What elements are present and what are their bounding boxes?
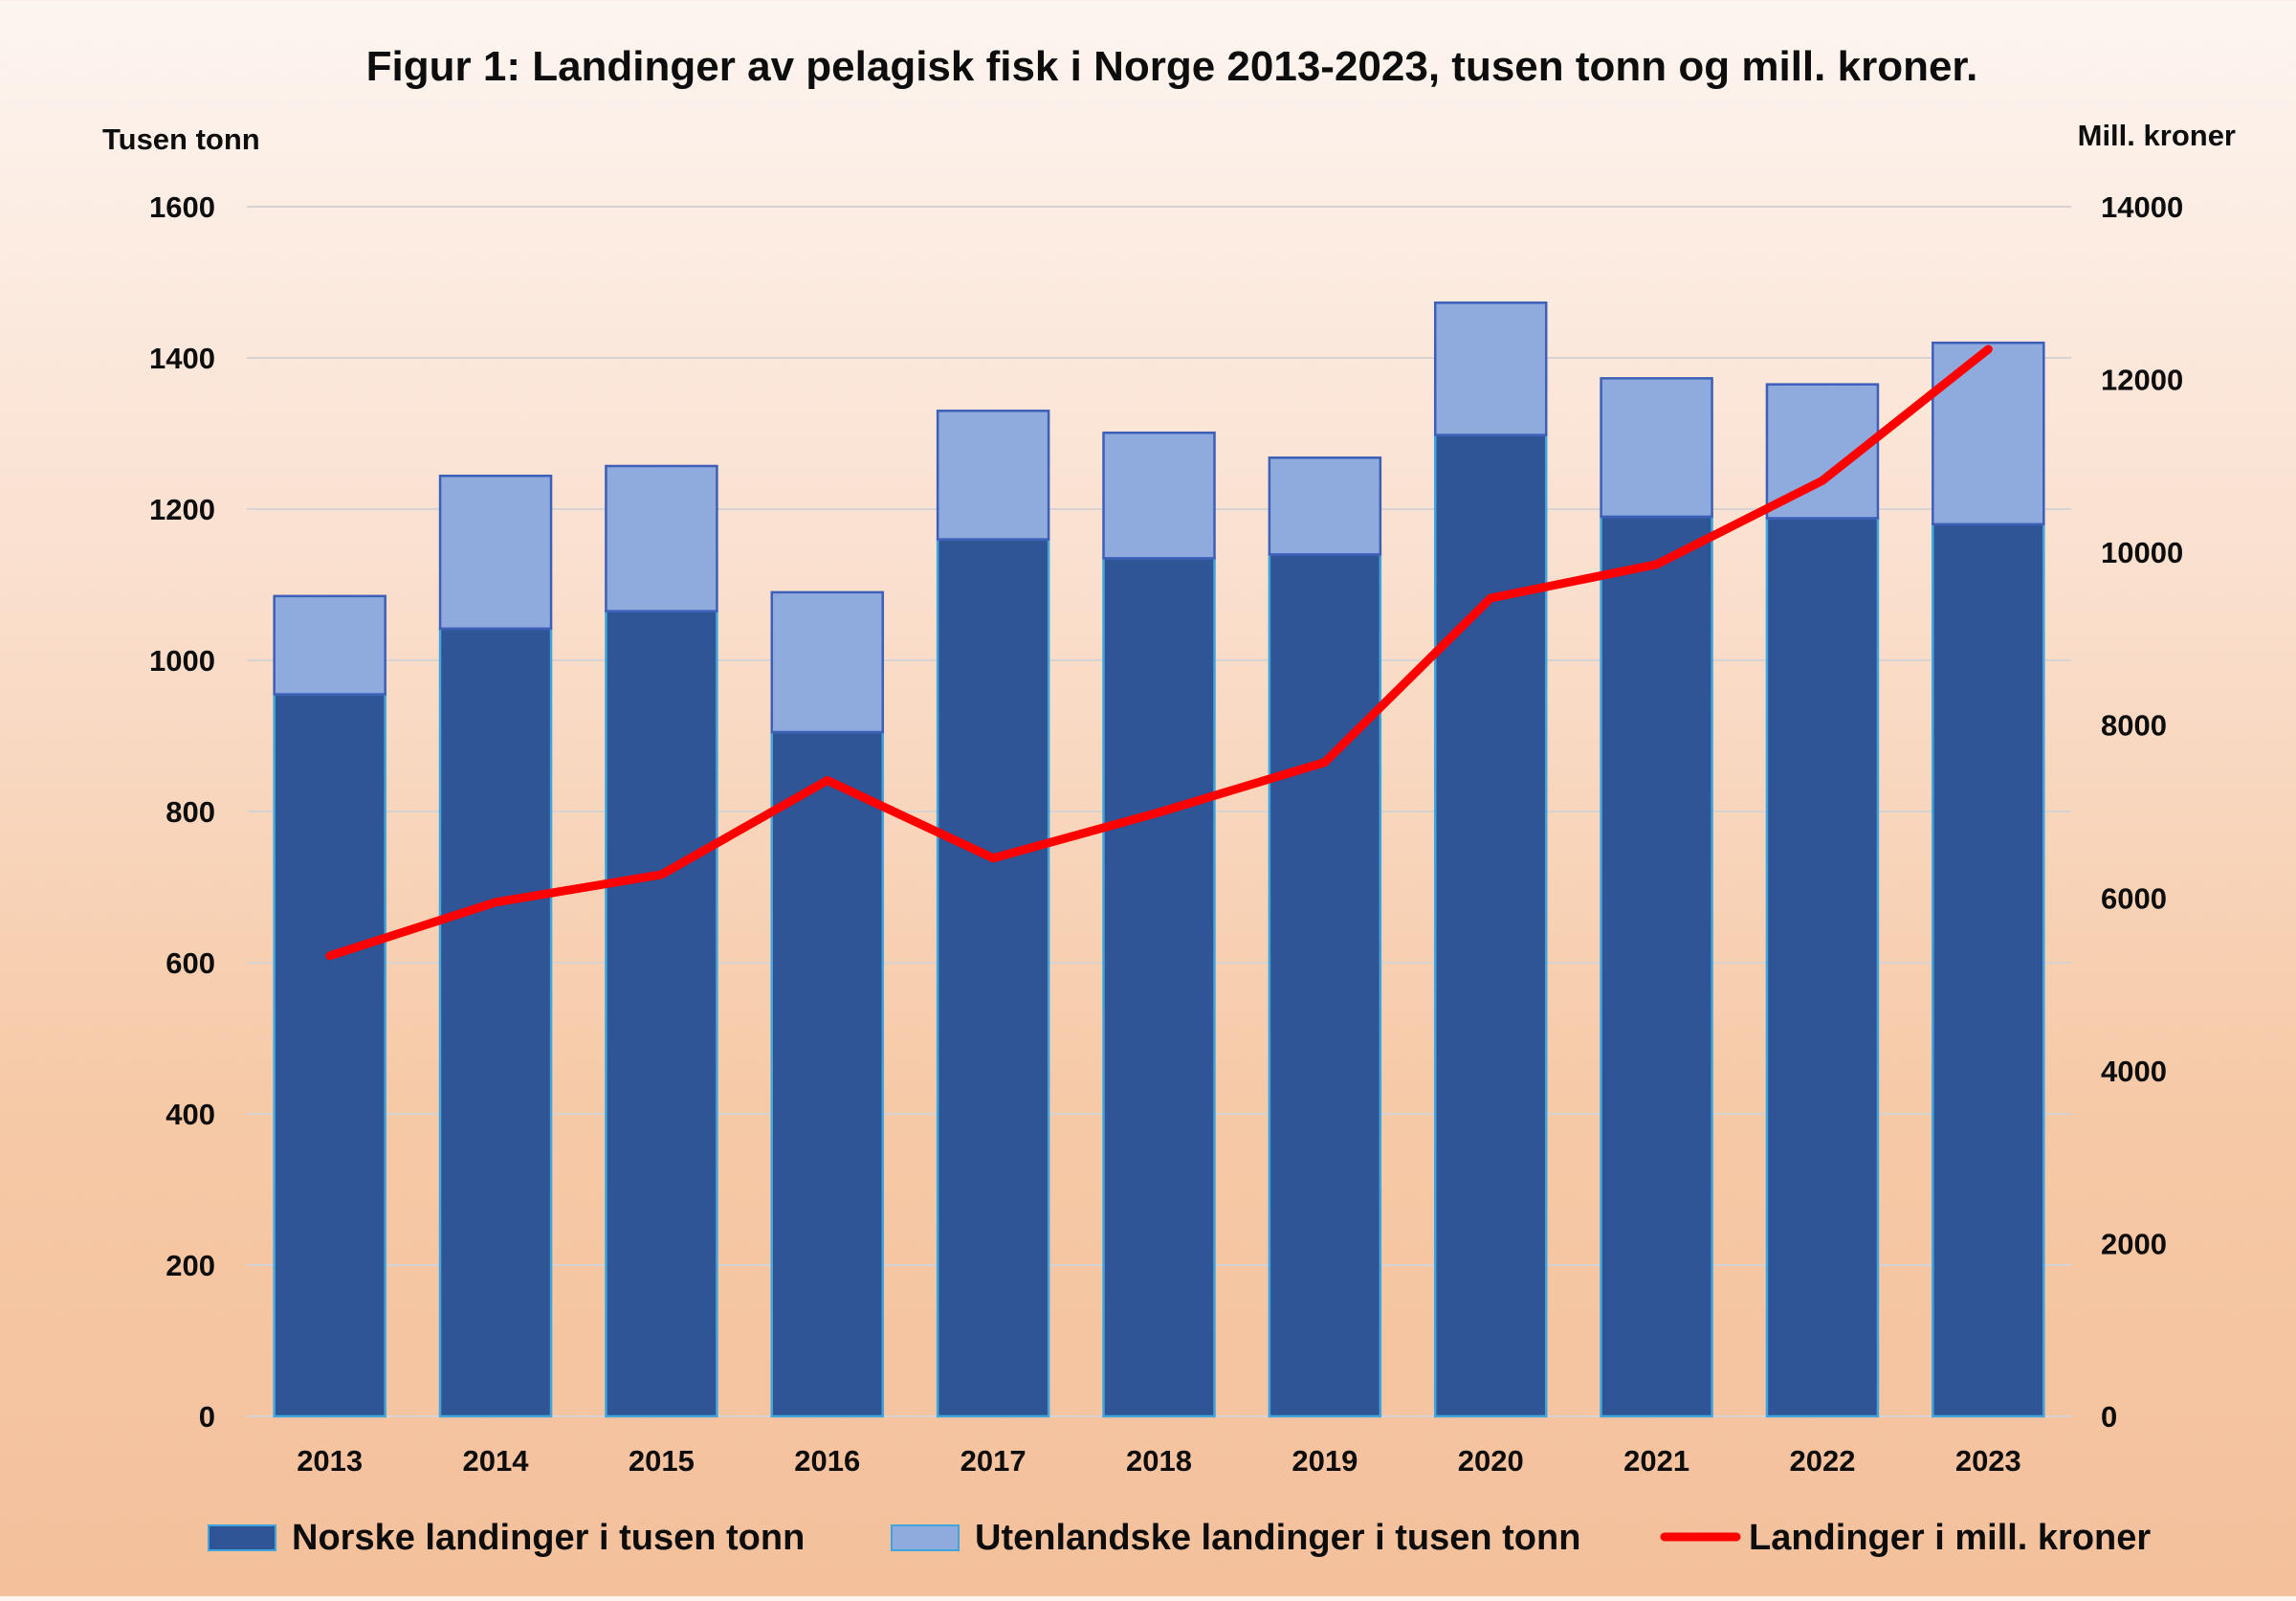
bar-utenlandske-2018: [1104, 433, 1215, 558]
x-axis-labels: 2013 2014 2015 2016 2017 2018 2019 2020 2021 2022…: [297, 1444, 2021, 1478]
y2-tick-label-7: 14000: [2101, 190, 2183, 224]
y-tick-label-6: 1200: [149, 493, 215, 526]
bar-norske-2014: [440, 629, 551, 1416]
bar-norske-2015: [606, 611, 717, 1416]
bar-norske-2022: [1767, 518, 1878, 1416]
x-tick-label-2023: 2023: [1955, 1444, 2021, 1478]
y-tick-label-8: 1600: [149, 190, 215, 224]
y2-tick-label-4: 8000: [2101, 709, 2167, 743]
x-tick-label-2021: 2021: [1623, 1444, 1689, 1478]
bars: [275, 302, 2044, 1416]
bar-utenlandske-2020: [1435, 302, 1546, 434]
bar-norske-2013: [275, 695, 386, 1416]
y-tick-label-1: 200: [166, 1249, 215, 1282]
y2-tick-label-2: 4000: [2101, 1055, 2167, 1088]
y2-tick-label-3: 6000: [2101, 881, 2167, 915]
y2-tick-label-1: 2000: [2101, 1227, 2167, 1260]
legend-label-2: Landinger i mill. kroner: [1749, 1518, 2151, 1558]
bar-norske-2017: [938, 540, 1049, 1416]
legend-label-0: Norske landinger i tusen tonn: [292, 1518, 805, 1558]
x-tick-label-2014: 2014: [463, 1444, 530, 1478]
y2-tick-label-0: 0: [2101, 1400, 2117, 1434]
y-tick-label-3: 600: [166, 946, 215, 980]
bar-norske-2018: [1104, 558, 1215, 1416]
bar-norske-2023: [1932, 524, 2043, 1416]
bar-utenlandske-2016: [772, 592, 883, 732]
x-tick-label-2015: 2015: [629, 1444, 695, 1478]
x-tick-label-2013: 2013: [297, 1444, 363, 1478]
bar-utenlandske-2019: [1269, 457, 1380, 554]
bar-norske-2016: [772, 732, 883, 1416]
bar-norske-2021: [1601, 517, 1712, 1416]
legend-label-1: Utenlandske landinger i tusen tonn: [975, 1518, 1580, 1558]
y-axis-title: Tusen tonn: [102, 122, 260, 156]
y-tick-label-7: 1400: [149, 342, 215, 375]
x-tick-label-2019: 2019: [1292, 1444, 1358, 1478]
bar-norske-2020: [1435, 435, 1546, 1416]
legend: Norske landinger i tusen tonn Utenlandske…: [209, 1518, 2151, 1558]
y-tick-label-5: 1000: [149, 644, 215, 678]
x-tick-label-2017: 2017: [960, 1444, 1027, 1478]
bar-utenlandske-2015: [606, 466, 717, 611]
legend-swatch-0: [209, 1525, 276, 1550]
bar-norske-2019: [1269, 554, 1380, 1416]
bar-utenlandske-2013: [275, 596, 386, 695]
y-tick-label-2: 400: [166, 1098, 215, 1131]
y2-tick-label-6: 12000: [2101, 364, 2183, 397]
legend-swatch-1: [892, 1525, 959, 1550]
y-tick-label-0: 0: [199, 1400, 215, 1434]
y-axis-ticks: 0 200 400 600 800 1000 1200 1400 1600: [149, 190, 215, 1434]
y2-axis-ticks: 0 2000 4000 6000 8000 10000 12000 14000: [2101, 190, 2183, 1434]
x-tick-label-2022: 2022: [1789, 1444, 1855, 1478]
y2-axis-title: Mill. kroner: [2078, 119, 2236, 152]
bar-utenlandske-2017: [938, 411, 1049, 539]
x-tick-label-2016: 2016: [794, 1444, 860, 1478]
y-tick-label-4: 800: [166, 795, 215, 829]
bar-utenlandske-2021: [1601, 378, 1712, 517]
x-tick-label-2018: 2018: [1126, 1444, 1192, 1478]
bar-utenlandske-2014: [440, 476, 551, 629]
chart-title: Figur 1: Landinger av pelagisk fisk i No…: [366, 43, 1978, 90]
y2-tick-label-5: 10000: [2101, 536, 2183, 569]
bar-utenlandske-2023: [1932, 343, 2043, 524]
x-tick-label-2020: 2020: [1458, 1444, 1524, 1478]
